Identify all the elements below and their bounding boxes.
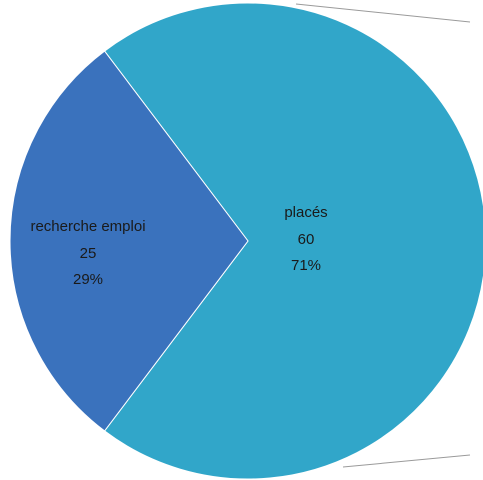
- pie-slice: [103, 2, 483, 480]
- slice-value: 60: [298, 231, 315, 248]
- connector-line: [342, 454, 471, 468]
- pie-slice: [9, 50, 249, 432]
- slice-value: 25: [80, 245, 97, 262]
- slice-percent: 29%: [73, 271, 103, 288]
- connector-line: [295, 3, 471, 23]
- slice-label: recherche emploi: [30, 218, 145, 235]
- slice-label: placés: [284, 204, 327, 221]
- slice-percent: 71%: [291, 257, 321, 274]
